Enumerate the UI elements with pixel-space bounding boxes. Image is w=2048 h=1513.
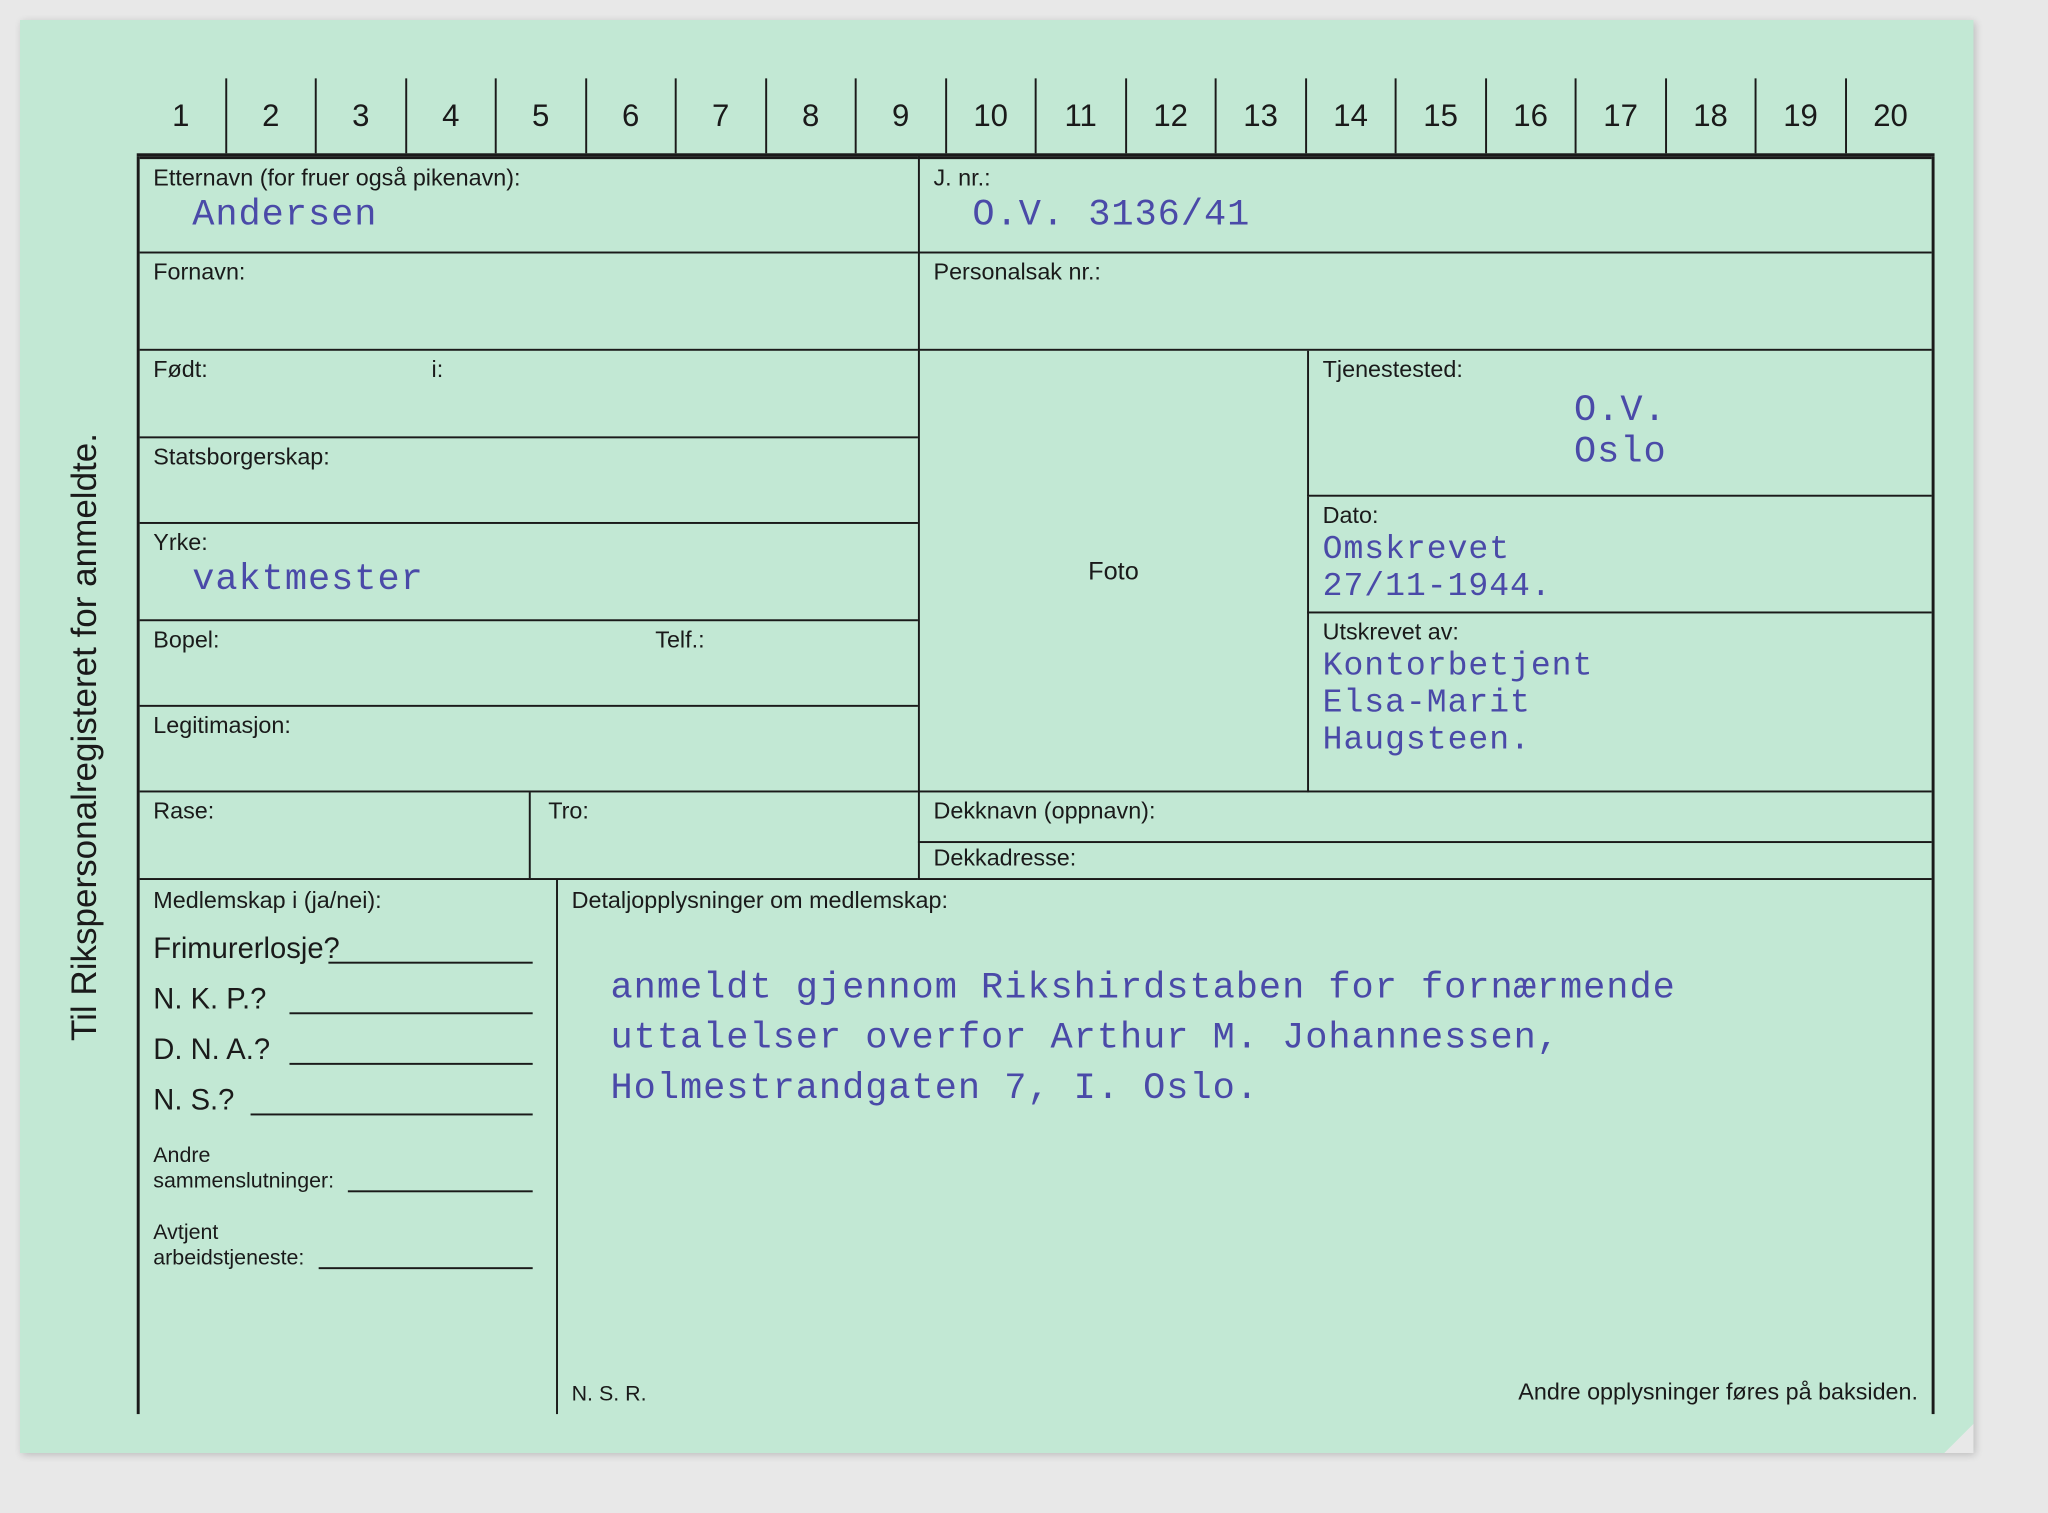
ruler-cell: 16 xyxy=(1487,78,1577,153)
ruler-cell: 10 xyxy=(947,78,1037,153)
label-dna: D. N. A.? xyxy=(153,1034,270,1066)
label-nsr: N. S. R. xyxy=(572,1381,647,1406)
field-personalsak: Personalsak nr.: xyxy=(918,253,1932,350)
underline xyxy=(289,1063,532,1065)
field-jnr: J. nr.: O.V. 3136/41 xyxy=(918,156,1932,253)
ruler-cell: 13 xyxy=(1217,78,1307,153)
label-medlemskap: Medlemskap i (ja/nei): xyxy=(153,888,381,914)
field-legitimasjon: Legitimasjon: xyxy=(140,707,918,793)
label-foto: Foto xyxy=(1088,556,1139,586)
label-i: i: xyxy=(432,357,444,384)
label-jnr: J. nr.: xyxy=(934,165,1919,192)
field-tjenestested: Tjenestested: O.V. Oslo xyxy=(1307,351,1932,497)
label-utskrevet: Utskrevet av: xyxy=(1323,619,1918,646)
label-fodt: Født: xyxy=(153,357,904,384)
field-bopel: Bopel: Telf.: xyxy=(140,621,918,707)
value-etternavn: Andersen xyxy=(153,194,904,236)
label-avtjent: Avtjent arbeidstjeneste: xyxy=(153,1219,304,1269)
label-legitimasjon: Legitimasjon: xyxy=(153,713,904,740)
ruler-cell: 7 xyxy=(677,78,767,153)
ruler-cell: 11 xyxy=(1037,78,1127,153)
corner-notch xyxy=(1944,1424,1973,1453)
label-andre-samm: Andre sammenslutninger: xyxy=(153,1143,334,1193)
ruler-cell: 19 xyxy=(1757,78,1847,153)
label-yrke: Yrke: xyxy=(153,530,904,557)
ruler-cell: 20 xyxy=(1847,78,1935,153)
value-utskrevet: Kontorbetjent Elsa-Marit Haugsteen. xyxy=(1323,648,1918,759)
detalj-section: Detaljopplysninger om medlemskap: anmeld… xyxy=(558,880,1932,1414)
label-detalj: Detaljopplysninger om medlemskap: xyxy=(572,888,948,914)
field-statsborgerskap: Statsborgerskap: xyxy=(140,438,918,524)
label-andre-oppl: Andre opplysninger føres på baksiden. xyxy=(1518,1379,1918,1406)
label-dekkadresse: Dekkadresse: xyxy=(934,845,1077,871)
underline xyxy=(328,962,532,964)
line-frimurer: Frimurerlosje? xyxy=(153,933,542,966)
field-yrke: Yrke: vaktmester xyxy=(140,524,918,621)
ruler-cell: 15 xyxy=(1397,78,1487,153)
ruler-cell: 5 xyxy=(497,78,587,153)
label-frimurer: Frimurerlosje? xyxy=(153,933,340,965)
underline xyxy=(348,1190,533,1192)
field-fornavn: Fornavn: xyxy=(140,253,918,350)
label-statsborgerskap: Statsborgerskap: xyxy=(153,444,904,471)
value-dato: Omskrevet 27/11-1944. xyxy=(1323,532,1918,606)
ruler-cell: 1 xyxy=(137,78,227,153)
field-dekknavn: Dekknavn (oppnavn): xyxy=(918,792,1932,843)
label-telf: Telf.: xyxy=(655,627,704,654)
label-bopel: Bopel: xyxy=(153,627,904,654)
ruler-cell: 18 xyxy=(1667,78,1757,153)
registration-card: Til Rikspersonalregisteret for anmeldte.… xyxy=(20,20,1973,1453)
value-jnr: O.V. 3136/41 xyxy=(934,194,1919,236)
ruler: 1234567891011121314151617181920 xyxy=(137,78,1935,156)
foto-box: Foto xyxy=(918,351,1307,793)
underline xyxy=(319,1267,533,1269)
ruler-cell: 14 xyxy=(1307,78,1397,153)
medlemskap-section: Medlemskap i (ja/nei): Frimurerlosje? N.… xyxy=(140,880,558,1414)
label-personalsak: Personalsak nr.: xyxy=(934,259,1919,286)
ruler-cell: 3 xyxy=(317,78,407,153)
ruler-cell: 6 xyxy=(587,78,677,153)
label-tjenestested: Tjenestested: xyxy=(1323,357,1918,384)
field-fodt: Født: i: xyxy=(140,351,918,439)
field-dekkadresse: Dekkadresse: xyxy=(918,843,1932,880)
field-utskrevet: Utskrevet av: Kontorbetjent Elsa-Marit H… xyxy=(1307,613,1932,792)
line-ns: N. S.? xyxy=(153,1084,542,1117)
field-rase-tro: Rase: Tro: xyxy=(140,792,918,880)
ruler-cell: 12 xyxy=(1127,78,1217,153)
ruler-cell: 8 xyxy=(767,78,857,153)
label-etternavn: Etternavn (for fruer også pikenavn): xyxy=(153,165,904,192)
underline xyxy=(289,1012,532,1014)
value-detalj: anmeldt gjennom Rikshirdstaben for fornæ… xyxy=(572,964,1918,1114)
ruler-cell: 17 xyxy=(1577,78,1667,153)
rase-tro-divider xyxy=(529,792,531,878)
value-tjenestested: O.V. Oslo xyxy=(1323,390,1918,474)
label-dekknavn: Dekknavn (oppnavn): xyxy=(934,798,1156,824)
underline xyxy=(251,1113,533,1115)
line-andre-samm: Andre sammenslutninger: xyxy=(153,1143,542,1194)
vertical-title: Til Rikspersonalregisteret for anmeldte. xyxy=(64,433,105,1041)
label-fornavn: Fornavn: xyxy=(153,259,904,286)
ruler-cell: 9 xyxy=(857,78,947,153)
line-dna: D. N. A.? xyxy=(153,1034,542,1067)
ruler-cell: 2 xyxy=(227,78,317,153)
label-tro: Tro: xyxy=(548,798,589,825)
label-dato: Dato: xyxy=(1323,503,1918,530)
ruler-cell: 4 xyxy=(407,78,497,153)
label-nkp: N. K. P.? xyxy=(153,983,266,1015)
main-form: Etternavn (for fruer også pikenavn): And… xyxy=(137,156,1935,1414)
field-etternavn: Etternavn (for fruer også pikenavn): And… xyxy=(140,156,918,253)
value-yrke: vaktmester xyxy=(153,559,904,601)
line-nkp: N. K. P.? xyxy=(153,983,542,1016)
line-avtjent: Avtjent arbeidstjeneste: xyxy=(153,1219,542,1270)
field-dato: Dato: Omskrevet 27/11-1944. xyxy=(1307,497,1932,614)
label-ns: N. S.? xyxy=(153,1084,234,1116)
card-wrapper: Til Rikspersonalregisteret for anmeldte.… xyxy=(20,20,1973,1453)
